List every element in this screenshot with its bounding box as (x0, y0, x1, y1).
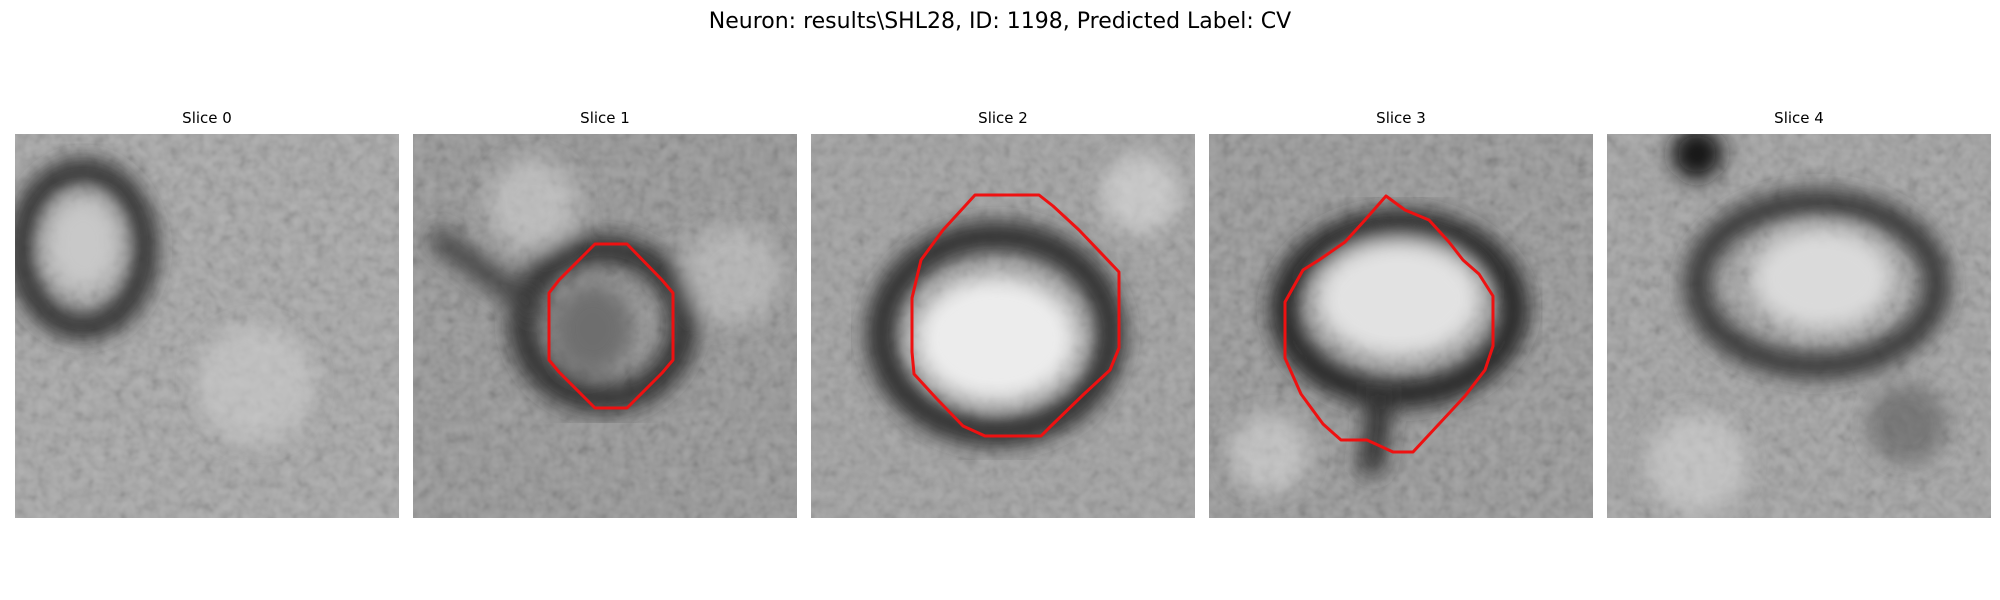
figure-title: Neuron: results\SHL28, ID: 1198, Predict… (708, 9, 1292, 34)
predicted-outline (1283, 194, 1495, 454)
slice-image-1 (413, 134, 797, 518)
slice-image-0 (15, 134, 399, 518)
predicted-outline (910, 193, 1121, 438)
predicted-outline (547, 242, 675, 410)
slice-image-2 (811, 134, 1195, 518)
slice-title: Slice 4 (1774, 109, 1824, 127)
slice-title: Slice 1 (580, 109, 630, 127)
slice-image-3 (1209, 134, 1593, 518)
slice-title: Slice 2 (978, 109, 1028, 127)
slice-title: Slice 0 (182, 109, 232, 127)
slice-title: Slice 3 (1376, 109, 1426, 127)
slice-image-4 (1607, 134, 1991, 518)
